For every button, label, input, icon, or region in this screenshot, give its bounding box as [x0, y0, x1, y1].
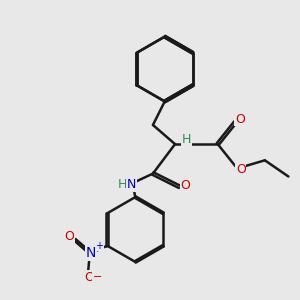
Text: H: H — [182, 133, 191, 146]
Text: O: O — [236, 163, 246, 176]
Text: O: O — [235, 112, 245, 126]
Text: N: N — [127, 178, 136, 191]
Text: +: + — [95, 241, 103, 251]
Text: N: N — [86, 246, 96, 260]
Text: −: − — [93, 272, 102, 283]
Text: O: O — [180, 179, 190, 192]
Text: H: H — [117, 178, 127, 191]
Text: O: O — [64, 230, 74, 243]
Text: O: O — [85, 271, 94, 284]
